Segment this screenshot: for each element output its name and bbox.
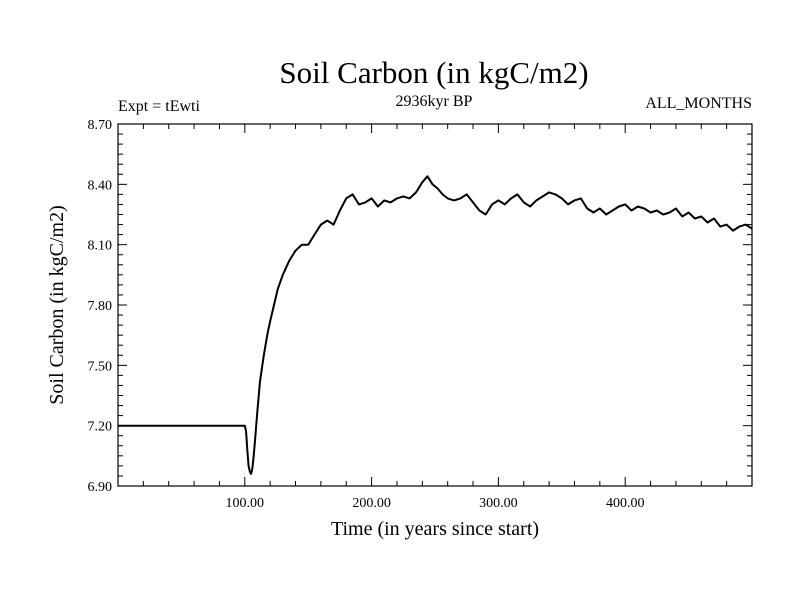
y-tick-label: 7.50 — [88, 359, 113, 374]
months-label: ALL_MONTHS — [645, 95, 752, 112]
y-tick-label: 7.80 — [88, 299, 113, 314]
y-tick-label: 8.70 — [88, 118, 113, 133]
tick-labels: 100.00 200.00 300.00 400.00 6.90 7.20 7.50 7.80… — [88, 118, 645, 511]
x-tick-label: 200.00 — [352, 496, 391, 511]
plot-frame — [117, 123, 753, 487]
x-tick-label: 100.00 — [226, 496, 265, 511]
chart-title: Soil Carbon (in kgC/m2) — [279, 55, 588, 90]
series-line-soil-carbon — [118, 175, 753, 475]
x-tick-label: 400.00 — [606, 496, 645, 511]
chart-subtitle: 2936kyr BP — [396, 93, 473, 110]
x-axis-label: Time (in years since start) — [331, 518, 539, 540]
y-tick-label: 8.10 — [88, 239, 113, 254]
y-axis-label: Soil Carbon (in kgC/m2) — [46, 205, 68, 404]
y-tick-label: 6.90 — [88, 480, 113, 495]
data-series — [118, 175, 753, 475]
y-tick-label: 8.40 — [88, 178, 113, 193]
y-tick-label: 7.20 — [88, 420, 113, 435]
experiment-label: Expt = tEwti — [118, 98, 200, 115]
axis-ticks — [118, 124, 752, 486]
x-tick-label: 300.00 — [479, 496, 518, 511]
